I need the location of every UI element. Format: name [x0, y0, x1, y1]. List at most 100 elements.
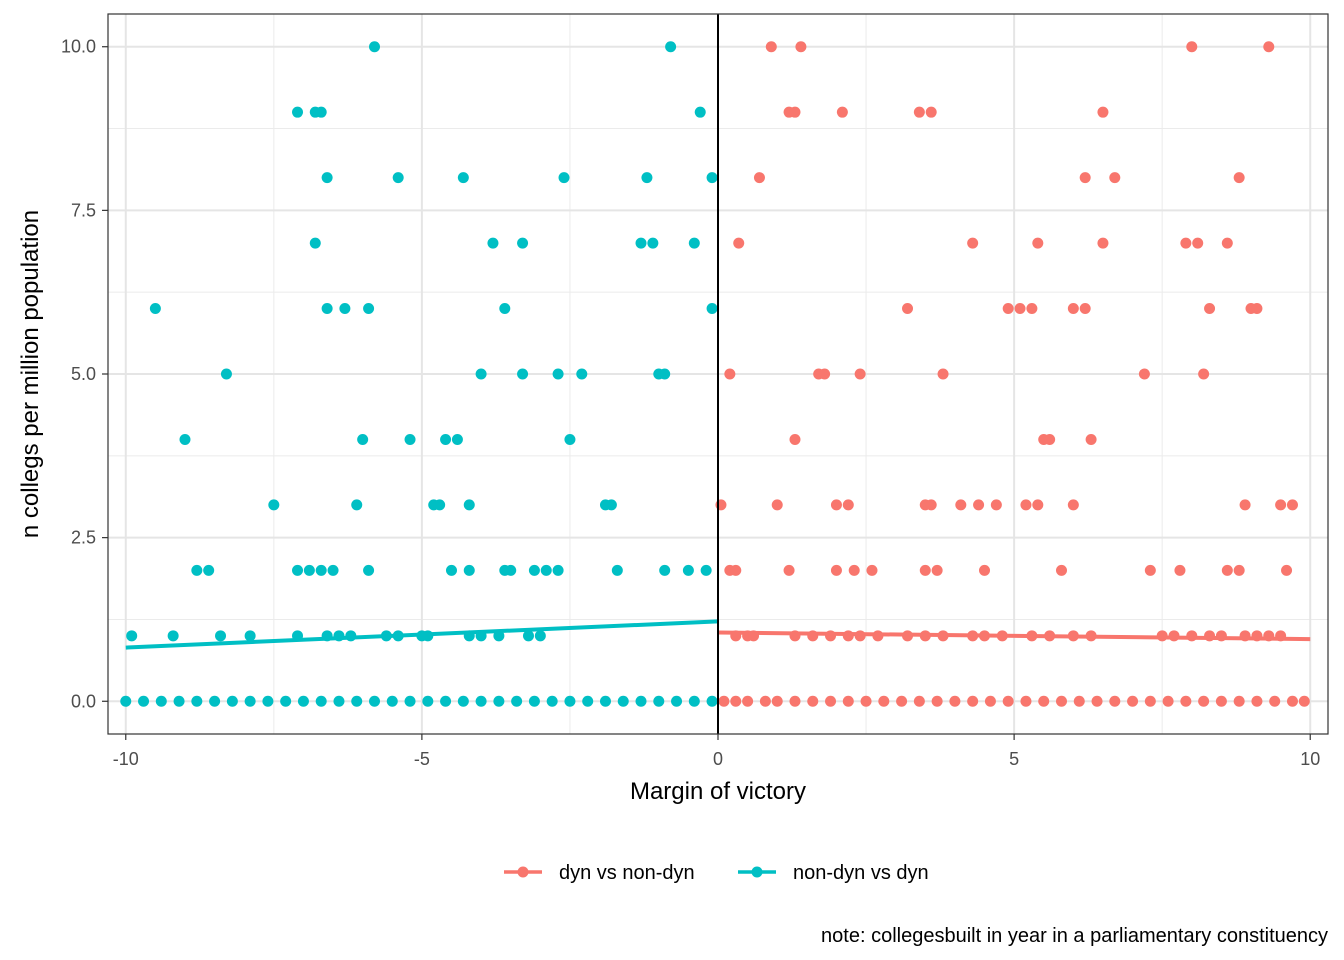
- data-point-dyn-vs-non-dyn: [730, 630, 742, 642]
- data-point-non-dyn-vs-dyn: [647, 237, 659, 249]
- data-point-dyn-vs-non-dyn: [789, 106, 801, 118]
- data-point-dyn-vs-non-dyn: [878, 695, 890, 707]
- data-point-non-dyn-vs-dyn: [540, 564, 552, 576]
- data-point-dyn-vs-non-dyn: [1044, 630, 1056, 642]
- data-point-non-dyn-vs-dyn: [576, 368, 588, 380]
- data-point-dyn-vs-non-dyn: [1198, 695, 1210, 707]
- data-point-dyn-vs-non-dyn: [1138, 368, 1150, 380]
- data-point-dyn-vs-non-dyn: [789, 630, 801, 642]
- data-point-non-dyn-vs-dyn: [528, 695, 540, 707]
- data-point-dyn-vs-non-dyn: [771, 695, 783, 707]
- data-point-dyn-vs-non-dyn: [1286, 499, 1298, 511]
- data-point-non-dyn-vs-dyn: [292, 106, 304, 118]
- x-tick-label: -5: [414, 749, 430, 769]
- data-point-non-dyn-vs-dyn: [179, 433, 191, 445]
- data-point-non-dyn-vs-dyn: [700, 564, 712, 576]
- data-point-dyn-vs-non-dyn: [866, 564, 878, 576]
- data-point-non-dyn-vs-dyn: [665, 41, 677, 53]
- data-point-dyn-vs-non-dyn: [789, 433, 801, 445]
- data-point-non-dyn-vs-dyn: [534, 630, 546, 642]
- data-point-non-dyn-vs-dyn: [475, 630, 487, 642]
- data-point-dyn-vs-non-dyn: [1032, 499, 1044, 511]
- data-point-dyn-vs-non-dyn: [896, 695, 908, 707]
- data-point-dyn-vs-non-dyn: [1251, 303, 1263, 315]
- data-point-dyn-vs-non-dyn: [1204, 303, 1216, 315]
- y-axis-ticks: 0.0 2.5 5.0 7.5 10.0: [61, 37, 108, 711]
- data-point-dyn-vs-non-dyn: [771, 499, 783, 511]
- data-point-dyn-vs-non-dyn: [955, 499, 967, 511]
- data-point-dyn-vs-non-dyn: [1020, 695, 1032, 707]
- data-point-non-dyn-vs-dyn: [659, 564, 671, 576]
- data-point-dyn-vs-non-dyn: [1233, 172, 1245, 184]
- data-point-dyn-vs-non-dyn: [913, 106, 925, 118]
- data-point-non-dyn-vs-dyn: [499, 303, 511, 315]
- data-point-dyn-vs-non-dyn: [783, 564, 795, 576]
- data-point-dyn-vs-non-dyn: [807, 630, 819, 642]
- data-point-dyn-vs-non-dyn: [825, 630, 837, 642]
- data-point-dyn-vs-non-dyn: [1286, 695, 1298, 707]
- data-point-non-dyn-vs-dyn: [315, 695, 327, 707]
- data-point-non-dyn-vs-dyn: [611, 564, 623, 576]
- data-point-non-dyn-vs-dyn: [292, 630, 304, 642]
- data-point-non-dyn-vs-dyn: [564, 433, 576, 445]
- data-point-non-dyn-vs-dyn: [280, 695, 292, 707]
- data-point-dyn-vs-non-dyn: [1186, 41, 1198, 53]
- data-point-non-dyn-vs-dyn: [552, 564, 564, 576]
- data-point-dyn-vs-non-dyn: [1251, 695, 1263, 707]
- data-point-dyn-vs-non-dyn: [1044, 433, 1056, 445]
- data-point-dyn-vs-non-dyn: [1026, 630, 1038, 642]
- data-point-non-dyn-vs-dyn: [215, 630, 227, 642]
- data-point-dyn-vs-non-dyn: [1298, 695, 1310, 707]
- data-point-dyn-vs-non-dyn: [730, 564, 742, 576]
- data-point-dyn-vs-non-dyn: [1162, 695, 1174, 707]
- data-point-non-dyn-vs-dyn: [351, 499, 363, 511]
- data-point-non-dyn-vs-dyn: [558, 172, 570, 184]
- data-point-dyn-vs-non-dyn: [742, 695, 754, 707]
- data-point-dyn-vs-non-dyn: [1097, 237, 1109, 249]
- data-point-non-dyn-vs-dyn: [244, 630, 256, 642]
- data-point-non-dyn-vs-dyn: [671, 695, 683, 707]
- data-point-dyn-vs-non-dyn: [1239, 630, 1251, 642]
- data-point-dyn-vs-non-dyn: [872, 630, 884, 642]
- y-tick-label: 5.0: [71, 364, 96, 384]
- data-point-non-dyn-vs-dyn: [404, 695, 416, 707]
- data-point-dyn-vs-non-dyn: [795, 41, 807, 53]
- data-point-dyn-vs-non-dyn: [765, 41, 777, 53]
- data-point-non-dyn-vs-dyn: [357, 433, 369, 445]
- data-point-non-dyn-vs-dyn: [440, 695, 452, 707]
- legend-key-point-non-dyn-vs-dyn: [751, 866, 763, 878]
- data-point-non-dyn-vs-dyn: [487, 237, 499, 249]
- data-point-dyn-vs-non-dyn: [1109, 172, 1121, 184]
- data-point-dyn-vs-non-dyn: [830, 499, 842, 511]
- data-point-dyn-vs-non-dyn: [973, 499, 985, 511]
- data-point-dyn-vs-non-dyn: [830, 564, 842, 576]
- data-point-non-dyn-vs-dyn: [315, 564, 327, 576]
- data-point-non-dyn-vs-dyn: [475, 695, 487, 707]
- y-tick-label: 7.5: [71, 200, 96, 220]
- data-point-dyn-vs-non-dyn: [1263, 41, 1275, 53]
- data-point-dyn-vs-non-dyn: [919, 564, 931, 576]
- data-point-dyn-vs-non-dyn: [1215, 695, 1227, 707]
- data-point-non-dyn-vs-dyn: [706, 172, 718, 184]
- data-point-dyn-vs-non-dyn: [1204, 630, 1216, 642]
- data-point-dyn-vs-non-dyn: [1067, 630, 1079, 642]
- data-point-non-dyn-vs-dyn: [635, 237, 647, 249]
- data-point-dyn-vs-non-dyn: [1038, 695, 1050, 707]
- data-point-dyn-vs-non-dyn: [984, 695, 996, 707]
- data-point-non-dyn-vs-dyn: [552, 368, 564, 380]
- data-point-non-dyn-vs-dyn: [155, 695, 167, 707]
- data-point-dyn-vs-non-dyn: [1091, 695, 1103, 707]
- data-point-dyn-vs-non-dyn: [919, 630, 931, 642]
- data-point-non-dyn-vs-dyn: [505, 564, 517, 576]
- data-point-non-dyn-vs-dyn: [682, 564, 694, 576]
- data-point-non-dyn-vs-dyn: [463, 564, 475, 576]
- legend-key-point-dyn-vs-non-dyn: [517, 866, 529, 878]
- data-point-dyn-vs-non-dyn: [1020, 499, 1032, 511]
- data-point-dyn-vs-non-dyn: [937, 630, 949, 642]
- data-point-dyn-vs-non-dyn: [1156, 630, 1168, 642]
- data-point-dyn-vs-non-dyn: [1174, 564, 1186, 576]
- data-point-non-dyn-vs-dyn: [688, 237, 700, 249]
- data-point-non-dyn-vs-dyn: [173, 695, 185, 707]
- data-point-dyn-vs-non-dyn: [931, 695, 943, 707]
- data-point-dyn-vs-non-dyn: [718, 695, 730, 707]
